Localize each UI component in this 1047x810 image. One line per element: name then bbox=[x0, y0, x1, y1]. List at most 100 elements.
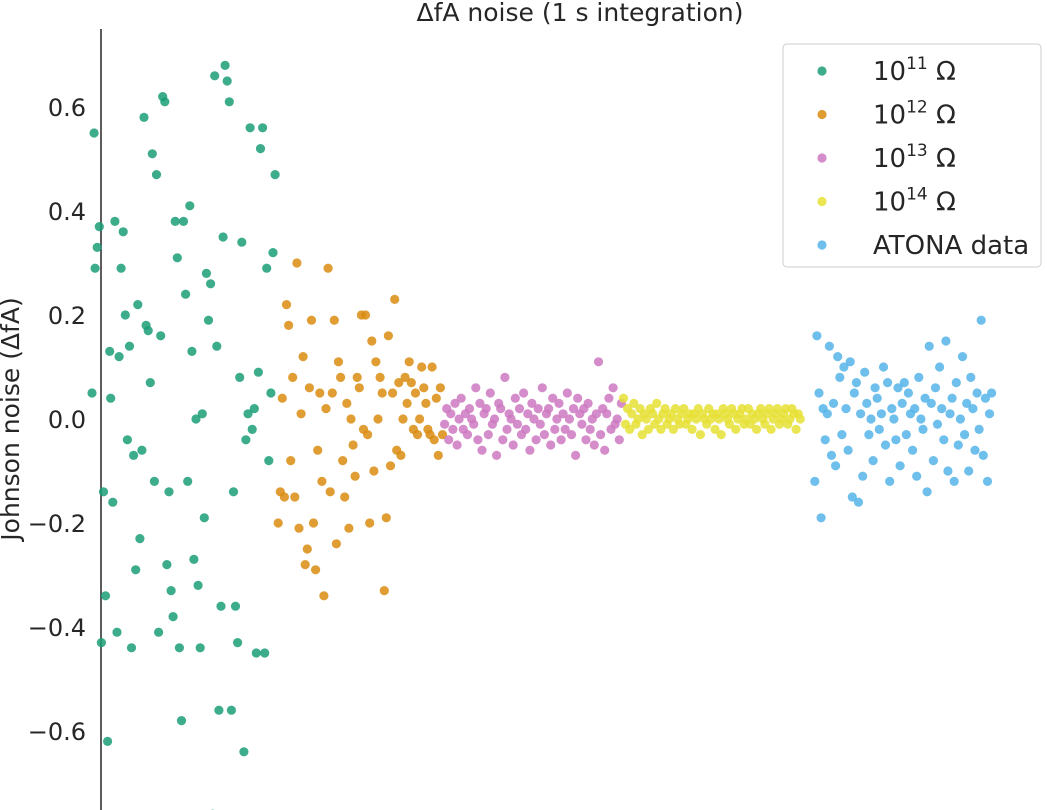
data-point bbox=[833, 352, 843, 362]
data-point bbox=[868, 456, 878, 466]
data-point bbox=[329, 315, 339, 325]
data-point bbox=[544, 404, 554, 414]
data-point bbox=[338, 456, 348, 466]
data-point bbox=[571, 450, 581, 460]
data-point bbox=[914, 372, 924, 382]
data-point bbox=[492, 450, 502, 460]
data-point bbox=[87, 388, 97, 398]
legend-label: 1012 Ω bbox=[873, 98, 956, 131]
data-point bbox=[577, 419, 587, 429]
data-point bbox=[348, 440, 358, 450]
data-point bbox=[951, 378, 961, 388]
data-point bbox=[987, 388, 997, 398]
data-point bbox=[237, 237, 247, 247]
data-point bbox=[417, 362, 427, 372]
data-point bbox=[928, 456, 939, 466]
data-point bbox=[116, 263, 126, 273]
data-point bbox=[350, 471, 360, 481]
data-point bbox=[831, 461, 841, 471]
data-point bbox=[903, 388, 914, 398]
data-point bbox=[187, 346, 197, 356]
data-point bbox=[548, 393, 558, 403]
data-point bbox=[170, 216, 180, 226]
data-point bbox=[233, 638, 243, 648]
data-point bbox=[593, 357, 604, 367]
data-point bbox=[311, 565, 321, 575]
data-point bbox=[402, 398, 412, 408]
data-point bbox=[608, 383, 618, 393]
data-point bbox=[966, 372, 976, 382]
data-point bbox=[872, 393, 882, 403]
data-point bbox=[930, 383, 941, 393]
data-point bbox=[641, 414, 651, 424]
data-point bbox=[826, 450, 837, 460]
data-point bbox=[114, 352, 124, 362]
data-point bbox=[866, 414, 876, 424]
data-point bbox=[363, 430, 373, 440]
data-point bbox=[437, 430, 448, 440]
data-point bbox=[824, 341, 835, 351]
data-point bbox=[887, 404, 897, 414]
data-point bbox=[764, 404, 774, 414]
data-point bbox=[174, 643, 184, 653]
data-point bbox=[935, 362, 945, 372]
legend-marker bbox=[817, 240, 827, 250]
data-point bbox=[226, 705, 236, 715]
data-point bbox=[957, 352, 968, 362]
data-point bbox=[525, 445, 535, 455]
data-point bbox=[752, 424, 762, 434]
data-point bbox=[193, 580, 203, 591]
data-point bbox=[124, 341, 135, 351]
data-point bbox=[331, 539, 341, 549]
data-point bbox=[319, 591, 329, 601]
data-point bbox=[849, 388, 859, 398]
data-point bbox=[670, 404, 681, 414]
data-point bbox=[714, 414, 724, 424]
data-point bbox=[365, 518, 375, 528]
data-point bbox=[984, 409, 995, 419]
data-point bbox=[239, 747, 249, 757]
data-point bbox=[273, 518, 283, 528]
data-point bbox=[323, 263, 333, 273]
data-point bbox=[446, 409, 456, 419]
data-point bbox=[953, 440, 963, 450]
data-point bbox=[943, 466, 953, 476]
data-point bbox=[533, 404, 543, 414]
data-point bbox=[899, 378, 909, 388]
data-point bbox=[573, 393, 583, 403]
data-point bbox=[139, 112, 149, 122]
scatter-points bbox=[87, 60, 997, 810]
data-point bbox=[456, 393, 466, 403]
data-point bbox=[531, 435, 541, 445]
data-point bbox=[98, 487, 109, 497]
data-point bbox=[546, 440, 556, 450]
data-point bbox=[895, 461, 905, 471]
data-point bbox=[279, 492, 289, 502]
data-point bbox=[306, 315, 317, 325]
data-point bbox=[978, 450, 988, 460]
data-point bbox=[89, 128, 99, 138]
y-axis-label: Johnson noise (ΔfA) bbox=[0, 297, 25, 542]
data-point bbox=[883, 378, 893, 388]
data-point bbox=[949, 476, 959, 486]
data-point bbox=[841, 404, 851, 414]
data-point bbox=[296, 409, 306, 419]
data-point bbox=[100, 591, 111, 601]
data-point bbox=[968, 404, 978, 414]
data-point bbox=[189, 554, 199, 565]
data-point bbox=[379, 586, 389, 596]
data-point bbox=[212, 341, 222, 351]
data-point bbox=[255, 144, 266, 154]
data-point bbox=[147, 149, 157, 159]
data-point bbox=[845, 357, 855, 367]
data-point bbox=[618, 393, 629, 403]
data-point bbox=[235, 372, 245, 382]
data-point bbox=[602, 409, 612, 419]
y-tick-labels: −0.6 −0.4 −0.2 0.0 0.2 0.4 0.6 bbox=[28, 94, 86, 746]
data-point bbox=[652, 398, 662, 408]
data-point bbox=[656, 424, 666, 434]
data-point bbox=[982, 476, 993, 486]
data-point bbox=[816, 513, 826, 523]
data-point bbox=[600, 445, 610, 455]
data-point bbox=[945, 409, 955, 419]
